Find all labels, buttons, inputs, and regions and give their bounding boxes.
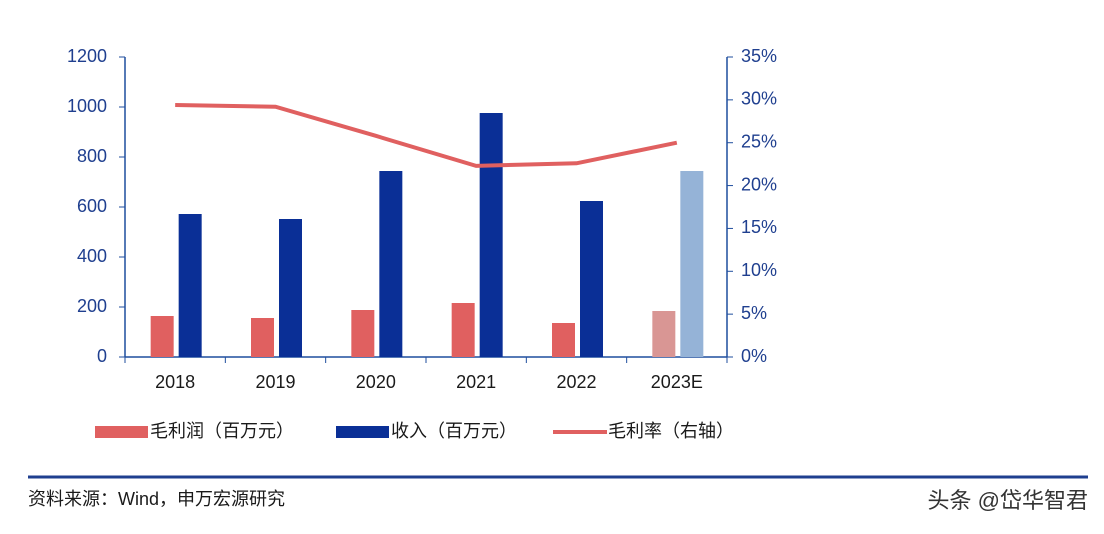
bar <box>379 171 403 357</box>
bar <box>552 323 575 357</box>
bar <box>652 311 676 357</box>
y2-tick-label: 30% <box>741 89 777 109</box>
bar <box>580 201 603 357</box>
bar <box>451 303 475 357</box>
bar <box>178 214 202 357</box>
x-tick-label: 2021 <box>456 372 496 392</box>
y-tick-label: 200 <box>77 296 107 316</box>
x-tick-label: 2022 <box>556 372 596 392</box>
line <box>175 103 678 168</box>
bar <box>150 316 174 357</box>
y2-tick-label: 15% <box>741 217 777 237</box>
y2-tick-label: 10% <box>741 260 777 280</box>
legend-label: 毛利率（右轴） <box>608 421 734 441</box>
y-tick-label: 1000 <box>67 96 107 116</box>
y-tick-label: 800 <box>77 146 107 166</box>
y-tick-label: 600 <box>77 196 107 216</box>
y-tick-label: 1200 <box>67 46 107 66</box>
legend-swatch <box>95 426 148 438</box>
y2-tick-label: 35% <box>741 46 777 66</box>
y2-tick-label: 5% <box>741 303 767 323</box>
bar <box>479 113 503 357</box>
bar <box>351 310 375 357</box>
y2-tick-label: 0% <box>741 346 767 366</box>
bar <box>680 171 704 357</box>
legend-label: 毛利润（百万元） <box>150 421 294 441</box>
x-tick-label: 2020 <box>356 372 396 392</box>
bar <box>279 219 302 357</box>
legend-label: 收入（百万元） <box>391 421 517 441</box>
y2-tick-label: 25% <box>741 131 777 151</box>
source: 资料来源：Wind，申万宏源研究 <box>28 489 285 509</box>
y-tick-label: 400 <box>77 246 107 266</box>
x-tick-label: 2023E <box>651 372 703 392</box>
legend-swatch <box>336 426 389 438</box>
y-tick-label: 0 <box>97 346 107 366</box>
bar <box>251 318 274 357</box>
x-tick-label: 2018 <box>155 372 195 392</box>
x-tick-label: 2019 <box>255 372 295 392</box>
watermark: 头条 @岱华智君 <box>928 488 1088 513</box>
y2-tick-label: 20% <box>741 174 777 194</box>
